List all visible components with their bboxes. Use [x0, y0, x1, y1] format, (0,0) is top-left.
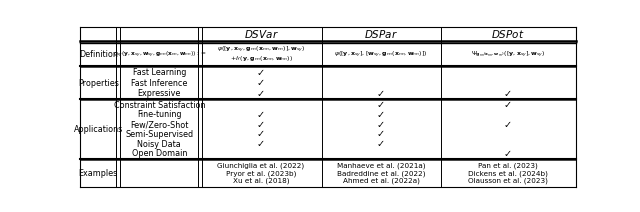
- Text: $\mathit{DSVar}$: $\mathit{DSVar}$: [244, 28, 278, 40]
- Text: ✓: ✓: [504, 100, 512, 110]
- Text: ✓: ✓: [257, 120, 265, 130]
- Text: $\mathit{DSPar}$: $\mathit{DSPar}$: [364, 28, 398, 40]
- Text: $+l_Y(\mathbf{y},\mathbf{g}_{nn}(\mathbf{x}_{nn},\mathbf{w}_{nn}))$: $+l_Y(\mathbf{y},\mathbf{g}_{nn}(\mathbf…: [230, 54, 292, 63]
- Text: Applications: Applications: [74, 125, 123, 134]
- Text: Manhaeve et al. (2021a)
Badreddine et al. (2022)
Ahmed et al. (2022a): Manhaeve et al. (2021a) Badreddine et al…: [337, 163, 426, 184]
- Text: Semi-Supervised: Semi-Supervised: [125, 130, 193, 139]
- Text: Definition: Definition: [79, 50, 118, 59]
- Text: Noisy Data: Noisy Data: [138, 140, 181, 149]
- Text: ✓: ✓: [377, 139, 385, 149]
- Text: Expressive: Expressive: [138, 89, 181, 98]
- Text: ✓: ✓: [504, 149, 512, 159]
- Text: ✓: ✓: [257, 129, 265, 139]
- Text: $\mathit{DSPot}$: $\mathit{DSPot}$: [492, 28, 525, 40]
- Text: Pan et al. (2023)
Dickens et al. (2024b)
Olausson et al. (2023): Pan et al. (2023) Dickens et al. (2024b)…: [468, 163, 548, 184]
- Text: Fast Inference: Fast Inference: [131, 79, 188, 88]
- Text: Fine-tuning: Fine-tuning: [137, 110, 182, 120]
- Text: $\Psi_{\mathbf{g}_{nn}(\mathbf{x}_{nn},\mathbf{w}_{nn})}([\mathbf{y},\mathbf{x}_: $\Psi_{\mathbf{g}_{nn}(\mathbf{x}_{nn},\…: [471, 49, 545, 60]
- Text: ✓: ✓: [257, 68, 265, 78]
- Text: Open Domain: Open Domain: [132, 149, 187, 158]
- Text: ✓: ✓: [257, 89, 265, 99]
- Text: Constraint Satisfaction: Constraint Satisfaction: [114, 101, 205, 110]
- Text: ✓: ✓: [257, 78, 265, 88]
- Text: $\psi([\mathbf{y},\mathbf{x}_{sy}],[\mathbf{w}_{sy},\mathbf{g}_{nn}(\mathbf{x}_{: $\psi([\mathbf{y},\mathbf{x}_{sy}],[\mat…: [334, 49, 428, 60]
- Text: ✓: ✓: [257, 110, 265, 120]
- Text: $\psi([\mathbf{y},\mathbf{x}_{sy},\mathbf{g}_{nn}(\mathbf{x}_{nn},\mathbf{w}_{nn: $\psi([\mathbf{y},\mathbf{x}_{sy},\mathb…: [217, 45, 305, 55]
- Text: ✓: ✓: [377, 100, 385, 110]
- Text: ✓: ✓: [377, 89, 385, 99]
- Text: Fast Learning: Fast Learning: [132, 68, 186, 77]
- Text: ✓: ✓: [257, 139, 265, 149]
- Text: ✓: ✓: [377, 120, 385, 130]
- Text: ✓: ✓: [504, 120, 512, 130]
- Text: Properties: Properties: [78, 79, 119, 88]
- Text: Giunchiglia et al. (2022)
Pryor et al. (2023b)
Xu et al. (2018): Giunchiglia et al. (2022) Pryor et al. (…: [218, 163, 305, 184]
- Text: $g_{sy}(\mathbf{y},\mathbf{x}_{sy},\mathbf{w}_{sy},\mathbf{g}_{nn}(\mathbf{x}_{n: $g_{sy}(\mathbf{y},\mathbf{x}_{sy},\math…: [113, 49, 206, 60]
- Text: ✓: ✓: [377, 110, 385, 120]
- Text: ✓: ✓: [377, 129, 385, 139]
- Text: Examples: Examples: [79, 169, 118, 178]
- Text: ✓: ✓: [504, 89, 512, 99]
- Text: Few/Zero-Shot: Few/Zero-Shot: [130, 120, 189, 129]
